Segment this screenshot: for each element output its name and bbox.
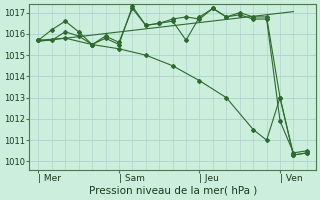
X-axis label: Pression niveau de la mer( hPa ): Pression niveau de la mer( hPa ) bbox=[89, 186, 257, 196]
